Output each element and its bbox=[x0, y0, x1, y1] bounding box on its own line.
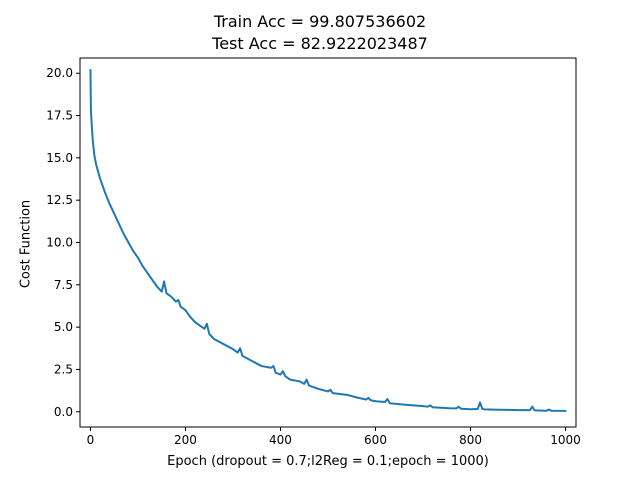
chart-title-line-2: Test Acc = 82.9222023487 bbox=[212, 34, 428, 53]
plot-frame bbox=[79, 57, 577, 428]
x-tick-label-1: 200 bbox=[174, 433, 197, 447]
y-tick-label-2: 5.0 bbox=[54, 320, 73, 334]
y-tick-label-0: 0.0 bbox=[54, 405, 73, 419]
y-tick-label-1: 2.5 bbox=[54, 362, 73, 376]
y-tick-label-3: 7.5 bbox=[54, 278, 73, 292]
y-tick-label-5: 12.5 bbox=[46, 193, 73, 207]
x-tick-label-2: 400 bbox=[269, 433, 292, 447]
chart-title-line-1: Train Acc = 99.807536602 bbox=[213, 12, 427, 31]
x-tick-label-0: 0 bbox=[87, 433, 95, 447]
x-tick-label-4: 800 bbox=[459, 433, 482, 447]
y-tick-label-6: 15.0 bbox=[46, 151, 73, 165]
y-axis-label: Cost Function bbox=[18, 199, 34, 289]
x-tick-label-5: 1000 bbox=[550, 433, 581, 447]
y-tick-label-4: 10.0 bbox=[46, 236, 73, 250]
y-tick-label-7: 17.5 bbox=[46, 109, 73, 123]
x-tick-label-3: 600 bbox=[364, 433, 387, 447]
series-line-0 bbox=[89, 68, 567, 412]
x-axis-label: Epoch (dropout = 0.7;l2Reg = 0.1;epoch =… bbox=[167, 454, 489, 469]
y-tick-label-8: 20.0 bbox=[46, 66, 73, 80]
chart-marks: 0 200 400 600 800 1000 0.0 2.5 5.0 7.5 10.0 12.5 15.… bbox=[46, 57, 581, 447]
